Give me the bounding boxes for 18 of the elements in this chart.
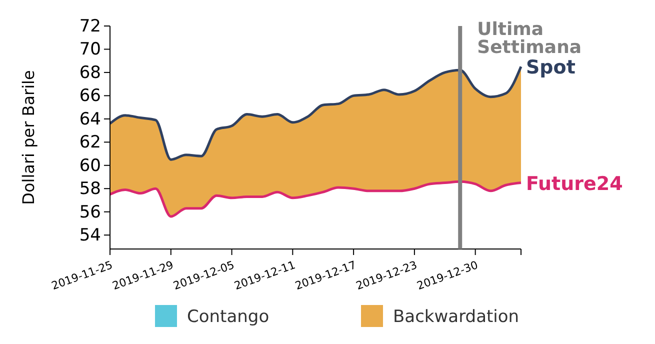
annotation: Ultima Settimana <box>477 19 582 58</box>
series-label: Future24 <box>526 172 623 195</box>
y-tick-label: 54 <box>79 226 101 246</box>
y-tick-label: 56 <box>79 202 101 222</box>
y-tick-label: 72 <box>79 16 101 36</box>
line-series <box>108 180 522 218</box>
y-tick-label: 60 <box>79 156 101 176</box>
y-axis-title: Dollari per Barile <box>19 70 38 205</box>
y-tick-label: 68 <box>79 62 101 83</box>
y-tick-label: 70 <box>79 40 101 60</box>
series-label: Spot <box>526 56 576 79</box>
y-tick-label: 62 <box>79 132 101 153</box>
line-series <box>108 65 522 161</box>
legend-label: Backwardation <box>393 307 520 327</box>
y-tick-label: 66 <box>79 86 101 106</box>
y-tick-label: 58 <box>79 179 101 200</box>
legend-label: Contango <box>187 307 270 327</box>
y-tick-label: 64 <box>79 109 101 130</box>
